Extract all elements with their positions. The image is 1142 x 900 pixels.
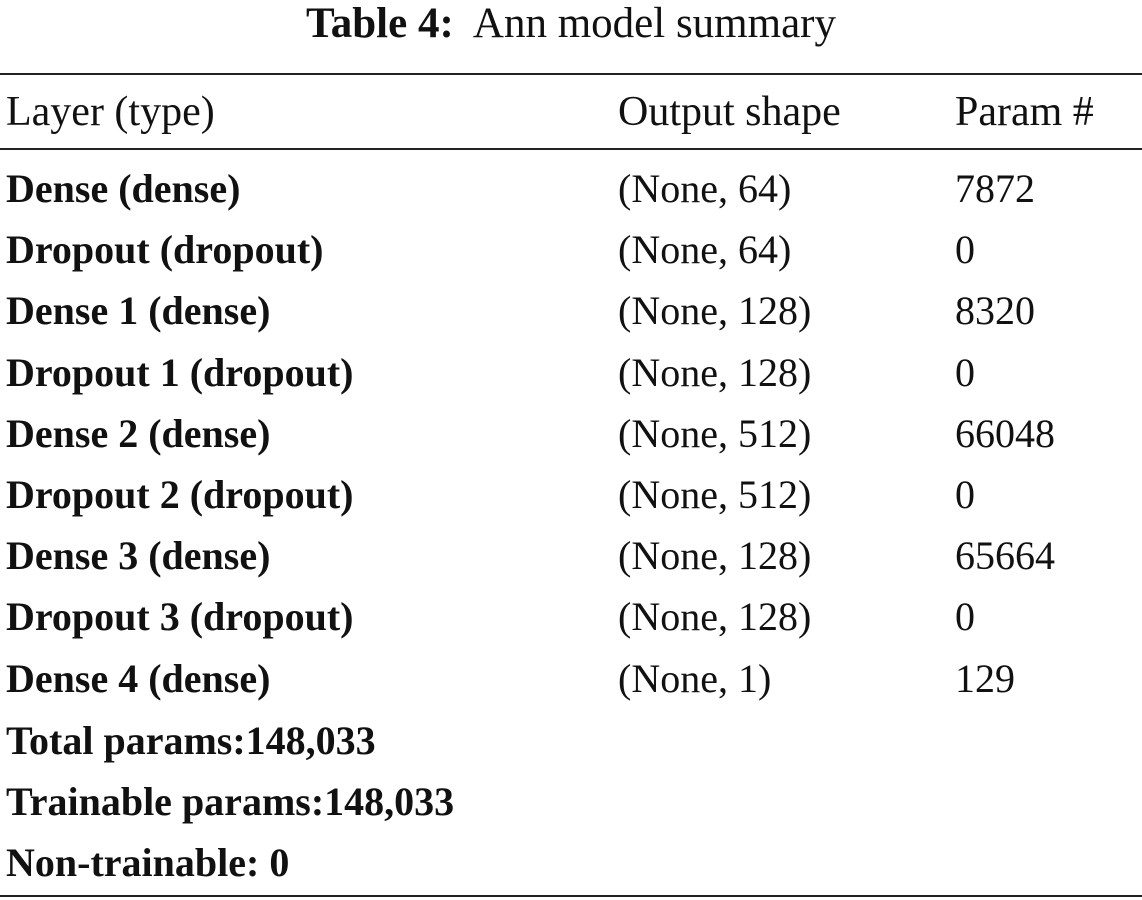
- output-shape: (None, 512): [618, 411, 812, 456]
- output-shape: (None, 128): [618, 533, 812, 578]
- header-rule: [0, 148, 1142, 150]
- param-count: 0: [955, 594, 975, 639]
- output-shape: (None, 64): [618, 166, 792, 211]
- header-param-count: Param #: [955, 89, 1094, 135]
- table-row: Dense 2 (dense) (None, 512) 66048: [0, 404, 1142, 464]
- table-row: Dropout 2 (dropout) (None, 512) 0: [0, 465, 1142, 525]
- param-count: 0: [955, 227, 975, 272]
- table-row: Dense 3 (dense) (None, 128) 65664: [0, 526, 1142, 586]
- param-count: 0: [955, 350, 975, 395]
- table-row: Dropout 1 (dropout) (None, 128) 0: [0, 343, 1142, 403]
- output-shape: (None, 128): [618, 594, 812, 639]
- table-row: Dense 1 (dense) (None, 128) 8320: [0, 281, 1142, 341]
- trainable-params: Trainable params:148,033: [6, 779, 455, 824]
- table-row: Dense 4 (dense) (None, 1) 129: [0, 649, 1142, 709]
- layer-name: Dropout 2 (dropout): [6, 472, 354, 517]
- layer-name: Dense 4 (dense): [6, 656, 271, 701]
- output-shape: (None, 512): [618, 472, 812, 517]
- output-shape: (None, 128): [618, 288, 812, 333]
- table-row: Dropout (dropout) (None, 64) 0: [0, 220, 1142, 280]
- layer-name: Dropout (dropout): [6, 227, 324, 272]
- param-count: 8320: [955, 288, 1035, 333]
- table-caption: Table 4: Ann model summary: [0, 0, 1142, 52]
- param-count: 7872: [955, 166, 1035, 211]
- param-count: 129: [955, 656, 1015, 701]
- layer-name: Dropout 3 (dropout): [6, 594, 354, 639]
- layer-name: Dropout 1 (dropout): [6, 350, 354, 395]
- table-row: Dropout 3 (dropout) (None, 128) 0: [0, 587, 1142, 647]
- header-output-shape: Output shape: [618, 89, 841, 135]
- top-rule: [0, 73, 1142, 75]
- bottom-rule: [0, 895, 1142, 897]
- table-row: Dense (dense) (None, 64) 7872: [0, 159, 1142, 219]
- table-header-row: Layer (type) Output shape Param #: [0, 82, 1142, 142]
- layer-name: Dense (dense): [6, 166, 241, 211]
- caption-label: Table 4:: [306, 0, 454, 47]
- layer-name: Dense 3 (dense): [6, 533, 271, 578]
- non-trainable-params: Non-trainable: 0: [6, 840, 290, 885]
- layer-name: Dense 1 (dense): [6, 288, 271, 333]
- param-count: 66048: [955, 411, 1055, 456]
- total-params: Total params:148,033: [6, 718, 376, 763]
- caption-title: Ann model summary: [472, 0, 836, 47]
- header-layer-type: Layer (type): [6, 89, 215, 135]
- layer-name: Dense 2 (dense): [6, 411, 271, 456]
- param-count: 65664: [955, 533, 1055, 578]
- output-shape: (None, 128): [618, 350, 812, 395]
- output-shape: (None, 64): [618, 227, 792, 272]
- output-shape: (None, 1): [618, 656, 772, 701]
- param-count: 0: [955, 472, 975, 517]
